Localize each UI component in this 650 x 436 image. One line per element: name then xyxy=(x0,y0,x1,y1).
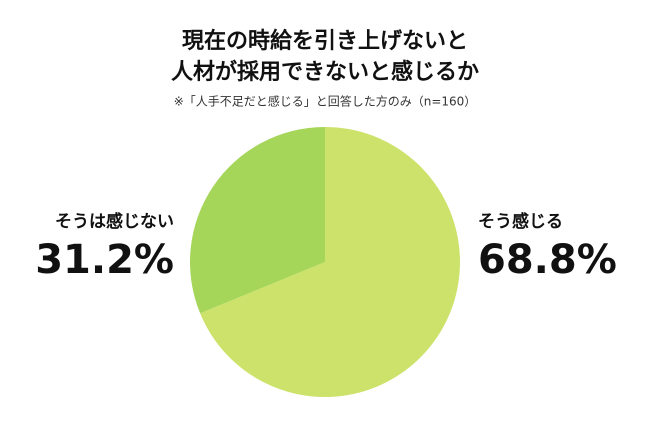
value-label: 68.8% xyxy=(478,237,617,283)
slice-label: そう感じる xyxy=(478,211,563,232)
pie-slice xyxy=(190,127,325,314)
chart-title: 現在の時給を引き上げないと xyxy=(182,28,468,54)
chart-subtitle: ※「人手不足だと感じる」と回答した方のみ（n=160） xyxy=(174,94,477,109)
slice-label: そうは感じない xyxy=(55,211,174,232)
pie-slice xyxy=(200,127,461,397)
chart-title: 人材が採用できないと感じるか xyxy=(171,59,479,85)
value-label: 31.2% xyxy=(35,237,174,283)
